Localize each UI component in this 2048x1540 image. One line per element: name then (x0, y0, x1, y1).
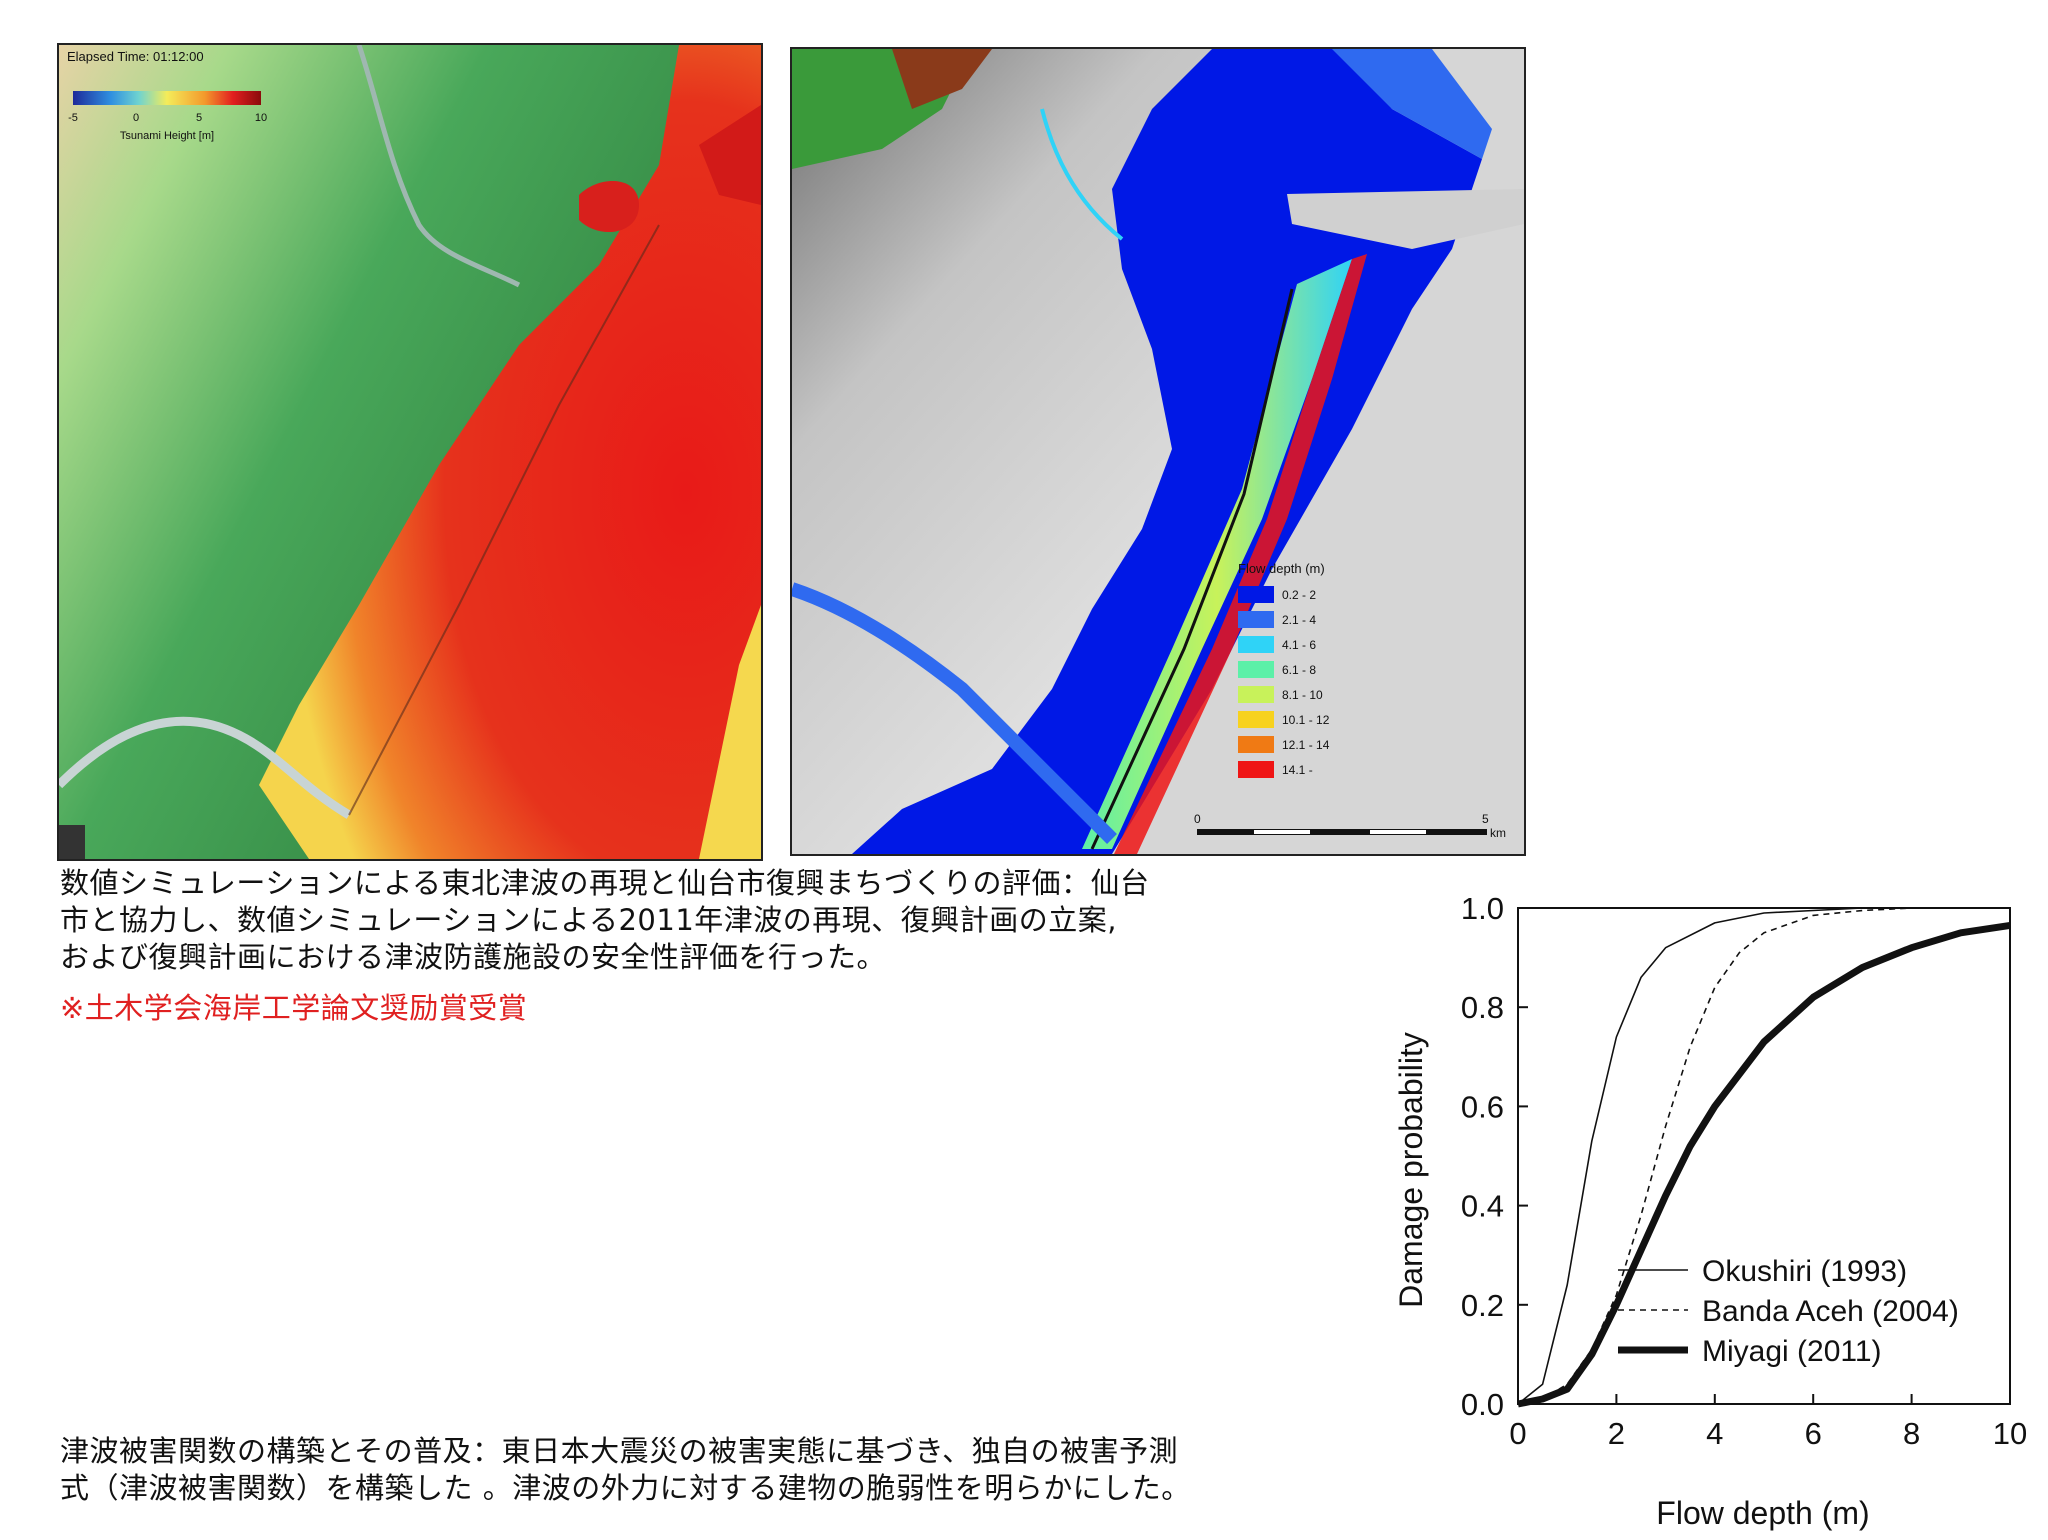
x-tick-label: 4 (1706, 1416, 1723, 1451)
flow-depth-legend-item: 6.1 - 8 (1238, 657, 1378, 682)
y-axis-title: Damage probability (1393, 1032, 1429, 1308)
scale-start: 0 (1194, 812, 1201, 826)
series-line-2 (1517, 921, 2011, 1408)
tsunami-height-map-graphic: Elapsed Time: 01:12:00 -5 0 5 10 Tsunami… (59, 45, 761, 859)
elapsed-time-label: Elapsed Time: 01:12:00 (67, 49, 204, 64)
legend-label: 14.1 - (1282, 762, 1313, 777)
x-axis-title: Flow depth (m) (1656, 1495, 1869, 1531)
legend-swatch (1238, 661, 1274, 678)
legend-label: 4.1 - 6 (1282, 637, 1317, 652)
colorbar-tick: -5 (68, 112, 78, 124)
flow-depth-legend-item: 0.2 - 2 (1238, 582, 1378, 607)
legend-swatch (1238, 736, 1274, 753)
series-line-1 (1517, 907, 2010, 1405)
description-line: および復興計画における津波防護施設の安全性評価を行った。 (60, 940, 887, 974)
legend-label: 8.1 - 10 (1282, 687, 1323, 702)
flow-depth-legend-title: Flow depth (m) (1238, 561, 1325, 576)
legend-swatch (1238, 686, 1274, 703)
legend-label: 6.1 - 8 (1282, 662, 1317, 677)
colorbar-tick: 5 (196, 112, 202, 124)
scale-unit: km (1490, 826, 1506, 840)
flow-depth-map-graphic (792, 49, 1524, 854)
legend-swatch (1238, 636, 1274, 653)
award-note: ※土木学会海岸工学論文奨励賞受賞 (60, 991, 528, 1025)
legend-label: Okushiri (1993) (1702, 1255, 1907, 1288)
legend-swatch (1238, 761, 1274, 778)
legend-label: Miyagi (2011) (1702, 1335, 1882, 1368)
colorbar-tick: 10 (255, 112, 267, 124)
flow-depth-map: Flow depth (m) 0.2 - 2 2.1 - 4 4.1 - 6 6.1 … (790, 47, 1526, 856)
y-tick-label: 0.8 (1461, 990, 1504, 1025)
legend-label: 12.1 - 14 (1282, 737, 1330, 752)
fragility-curve-chart: Damage probability Flow depth (m) 0.0 0.2… (1370, 880, 2048, 1536)
tsunami-height-map: Elapsed Time: 01:12:00 -5 0 5 10 Tsunami… (57, 43, 763, 861)
y-tick-label: 0.2 (1461, 1288, 1504, 1323)
flow-depth-legend: Flow depth (m) 0.2 - 2 2.1 - 4 4.1 - 6 6.1 … (1238, 561, 1378, 782)
legend-label: 10.1 - 12 (1282, 712, 1330, 727)
y-tick-label: 0.6 (1461, 1089, 1504, 1124)
tsunami-colorbar (73, 91, 261, 105)
x-tick-label: 2 (1608, 1416, 1625, 1451)
fragility-description: 津波被害関数の構築とその普及：東日本大震災の被害実態に基づき、独自の被害予測 式… (60, 1433, 1400, 1507)
simulation-description: 数値シミュレーションによる東北津波の再現と仙台市復興まちづくりの評価：仙台 市と… (60, 865, 1360, 976)
legend-swatch (1238, 611, 1274, 628)
y-tick-label: 0.4 (1461, 1189, 1504, 1224)
description-line: 津波被害関数の構築とその普及：東日本大震災の被害実態に基づき、独自の被害予測 (60, 1434, 1179, 1468)
flow-depth-legend-item: 10.1 - 12 (1238, 707, 1378, 732)
flow-depth-legend-item: 8.1 - 10 (1238, 682, 1378, 707)
y-tick-label: 0.0 (1461, 1387, 1504, 1422)
x-tick-label: 0 (1509, 1416, 1526, 1451)
description-line: 数値シミュレーションによる東北津波の再現と仙台市復興まちづくりの評価：仙台 (60, 866, 1150, 900)
flow-depth-legend-item: 12.1 - 14 (1238, 732, 1378, 757)
scale-end: 5 (1482, 812, 1489, 826)
flow-depth-legend-item: 14.1 - (1238, 757, 1378, 782)
scale-bar: 0 5 km (1194, 812, 1506, 840)
x-tick-label: 8 (1903, 1416, 1920, 1451)
flow-depth-legend-item: 2.1 - 4 (1238, 607, 1378, 632)
legend-label: 2.1 - 4 (1282, 612, 1317, 627)
flow-depth-legend-item: 4.1 - 6 (1238, 632, 1378, 657)
x-tick-label: 10 (1993, 1416, 2027, 1451)
colorbar-tick: 0 (133, 112, 139, 124)
legend-swatch (1238, 711, 1274, 728)
description-line: 式（津波被害関数）を構築した 。津波の外力に対する建物の脆弱性を明らかにした。 (60, 1471, 1191, 1505)
x-tick-label: 6 (1805, 1416, 1822, 1451)
description-line: 市と協力し、数値シミュレーションによる2011年津波の再現、復興計画の立案, (60, 903, 1117, 937)
y-tick-label: 1.0 (1461, 891, 1504, 926)
colorbar-label: Tsunami Height [m] (120, 130, 214, 142)
legend-label: Banda Aceh (2004) (1702, 1295, 1959, 1328)
series-line-0 (1517, 907, 2010, 1405)
plot-frame (1517, 907, 2011, 1405)
legend-label: 0.2 - 2 (1282, 587, 1317, 602)
fragility-curve-svg: Damage probability Flow depth (m) 0.0 0.2… (1393, 891, 2027, 1531)
legend-swatch (1238, 586, 1274, 603)
